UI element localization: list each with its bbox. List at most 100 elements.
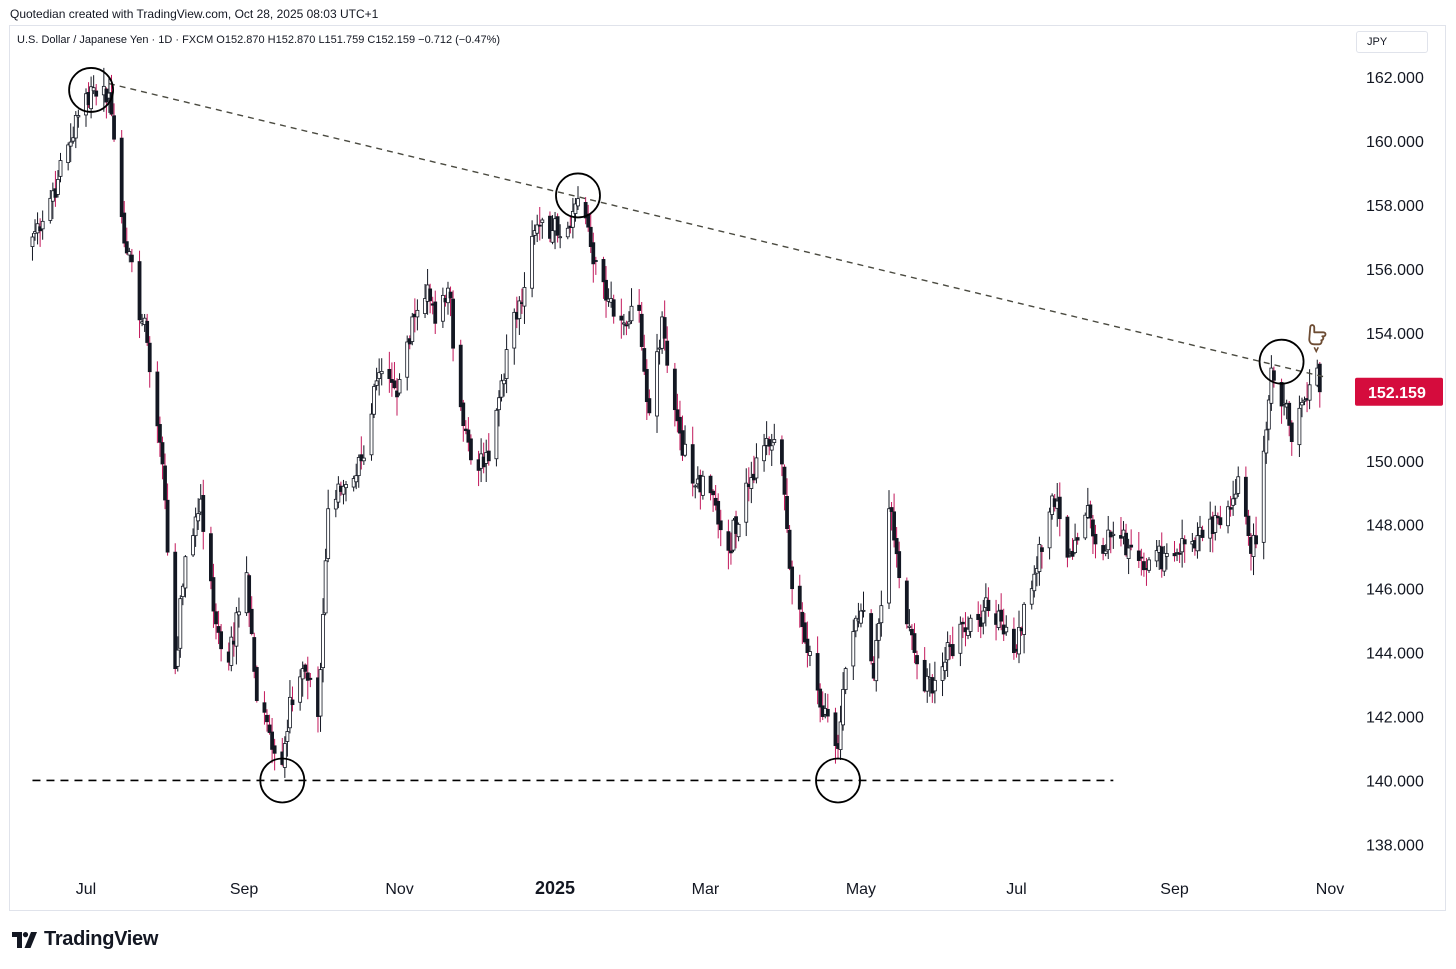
candle-body [1111, 533, 1116, 536]
candle-body [1213, 515, 1218, 533]
candle-body [512, 311, 517, 349]
candle [1037, 536, 1042, 586]
candle [1233, 478, 1238, 505]
candle-body [1226, 506, 1230, 527]
candle [1264, 421, 1269, 464]
candle [369, 403, 374, 461]
candle-body [708, 475, 713, 494]
candle [729, 532, 733, 565]
hand-point [1313, 346, 1319, 354]
candle-body [940, 666, 945, 681]
candle [966, 616, 970, 640]
candle-body [354, 475, 359, 483]
candle-body [1093, 533, 1098, 545]
candle [1126, 538, 1131, 575]
candle [1287, 401, 1292, 437]
candle [1215, 512, 1220, 525]
candle [1307, 369, 1312, 410]
candle-body [379, 370, 384, 375]
candle [494, 408, 499, 467]
candle [530, 220, 535, 298]
candle [249, 596, 254, 636]
candle [211, 563, 216, 628]
candle-body [825, 708, 830, 717]
candle [540, 217, 545, 239]
candle-body [262, 702, 267, 713]
candle [1154, 539, 1159, 568]
candle [502, 373, 506, 397]
candle [825, 693, 830, 723]
candle [1317, 361, 1322, 408]
candle-body [155, 371, 160, 427]
tradingview-logo[interactable]: TradingView [12, 928, 158, 951]
candle-body [950, 644, 955, 657]
candle [815, 636, 820, 705]
candle [137, 250, 142, 339]
candle-body [1022, 603, 1026, 635]
candle [853, 615, 858, 638]
candle-body [874, 640, 879, 682]
candle [1029, 580, 1034, 610]
chart-frame[interactable] [9, 25, 1446, 911]
candle-body [999, 609, 1004, 622]
candle [229, 626, 234, 672]
currency-selector[interactable]: JPY [1356, 31, 1428, 53]
candle-body [66, 144, 71, 164]
y-tick-label: 148.000 [1366, 518, 1424, 535]
candle-body [897, 551, 902, 579]
candle-body [550, 230, 555, 243]
candle [1177, 543, 1182, 563]
candle [841, 672, 846, 731]
candle-body [726, 531, 731, 551]
candle-body [30, 236, 35, 247]
candle [627, 311, 631, 329]
candle-body [729, 550, 733, 554]
candle [285, 719, 290, 757]
candle-body [879, 605, 884, 624]
candle-body [73, 115, 78, 139]
candle [887, 490, 891, 610]
candle [178, 595, 183, 658]
candle-body [1182, 539, 1187, 545]
candle [861, 591, 866, 618]
candle [790, 560, 795, 605]
candle-body [683, 443, 687, 456]
candle-body [853, 617, 858, 632]
candle-body [336, 483, 341, 503]
candle [907, 609, 912, 632]
candle-body [1040, 547, 1044, 552]
candle [270, 718, 274, 764]
candle [639, 301, 644, 351]
candle-body [458, 344, 463, 408]
drawings-layer [32, 67, 1328, 804]
candle-body [374, 380, 379, 386]
candle-body [122, 212, 127, 244]
candle [1195, 522, 1200, 559]
y-tick-label: 156.000 [1366, 262, 1424, 279]
candle-body [234, 612, 239, 647]
candle [354, 463, 359, 490]
candle [397, 373, 402, 396]
candle [1172, 541, 1177, 562]
candle-body [693, 485, 698, 488]
candle-body [201, 495, 206, 532]
candle [1091, 514, 1095, 555]
candle-body [137, 261, 142, 321]
candle-body [910, 628, 914, 636]
candle [675, 393, 680, 433]
x-tick-label: Sep [1160, 881, 1189, 898]
candle [94, 84, 99, 106]
x-tick-label: Mar [692, 881, 720, 898]
candle [912, 623, 917, 664]
candle [1129, 529, 1134, 551]
candle [588, 212, 593, 254]
circled-point [555, 172, 601, 219]
candle [1047, 507, 1052, 560]
candle [665, 326, 670, 373]
candle [127, 247, 132, 263]
circled-point [815, 757, 861, 804]
candle [374, 367, 379, 391]
candle-body [782, 466, 787, 495]
candle-body [1070, 550, 1075, 557]
